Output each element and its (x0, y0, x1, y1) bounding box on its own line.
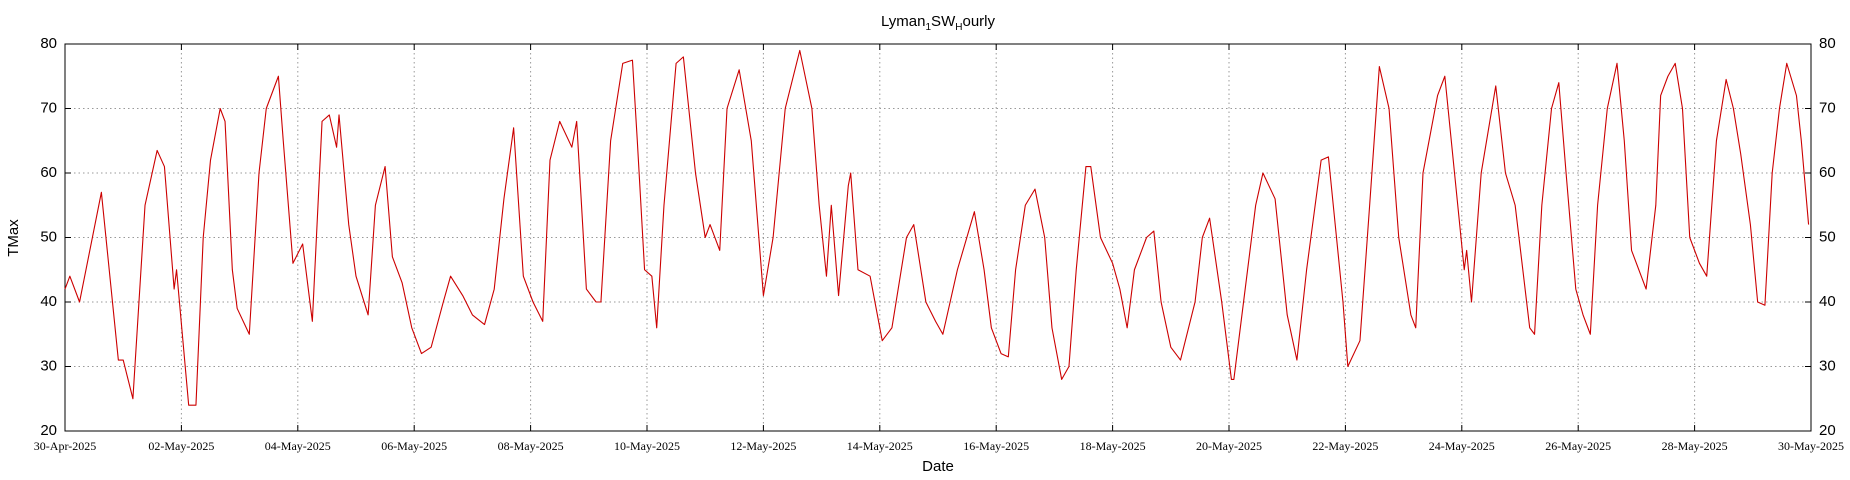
x-tick-label: 30-Apr-2025 (34, 439, 96, 453)
x-tick-label: 16-May-2025 (963, 439, 1029, 453)
x-tick-label: 12-May-2025 (730, 439, 796, 453)
y-tick-label: 40 (40, 293, 57, 310)
x-tick-label: 18-May-2025 (1080, 439, 1146, 453)
x-tick-label: 14-May-2025 (847, 439, 913, 453)
x-tick-label: 24-May-2025 (1429, 439, 1495, 453)
data-line (64, 49, 1810, 406)
x-tick-label: 08-May-2025 (498, 439, 564, 453)
x-tick-label: 26-May-2025 (1545, 439, 1611, 453)
chart-title: Lyman1SWHourly (881, 13, 996, 33)
y2-tick-label: 60 (1819, 164, 1836, 181)
y-axis-label: TMax (5, 219, 22, 257)
y2-tick-label: 20 (1819, 422, 1836, 439)
x-tick-label: 30-May-2025 (1778, 439, 1844, 453)
y-tick-label: 70 (40, 99, 57, 116)
plot-frame (64, 43, 1812, 432)
y2-tick-label: 40 (1819, 293, 1836, 310)
x-tick-label: 04-May-2025 (265, 439, 331, 453)
x-tick-label: 20-May-2025 (1196, 439, 1262, 453)
x-tick-label: 02-May-2025 (148, 439, 214, 453)
y2-tick-label: 30 (1819, 357, 1836, 374)
x-tick-label: 22-May-2025 (1312, 439, 1378, 453)
x-tick-label: 10-May-2025 (614, 439, 680, 453)
y2-tick-label: 50 (1819, 228, 1836, 245)
y-tick-label: 20 (40, 422, 57, 439)
y2-tick-label: 80 (1819, 35, 1836, 52)
x-axis-label: Date (922, 458, 954, 475)
y-tick-label: 80 (40, 35, 57, 52)
x-tick-label: 06-May-2025 (381, 439, 447, 453)
x-tick-label: 28-May-2025 (1662, 439, 1728, 453)
y-tick-label: 60 (40, 164, 57, 181)
y2-tick-label: 70 (1819, 99, 1836, 116)
y-tick-label: 50 (40, 228, 57, 245)
y-tick-label: 30 (40, 357, 57, 374)
